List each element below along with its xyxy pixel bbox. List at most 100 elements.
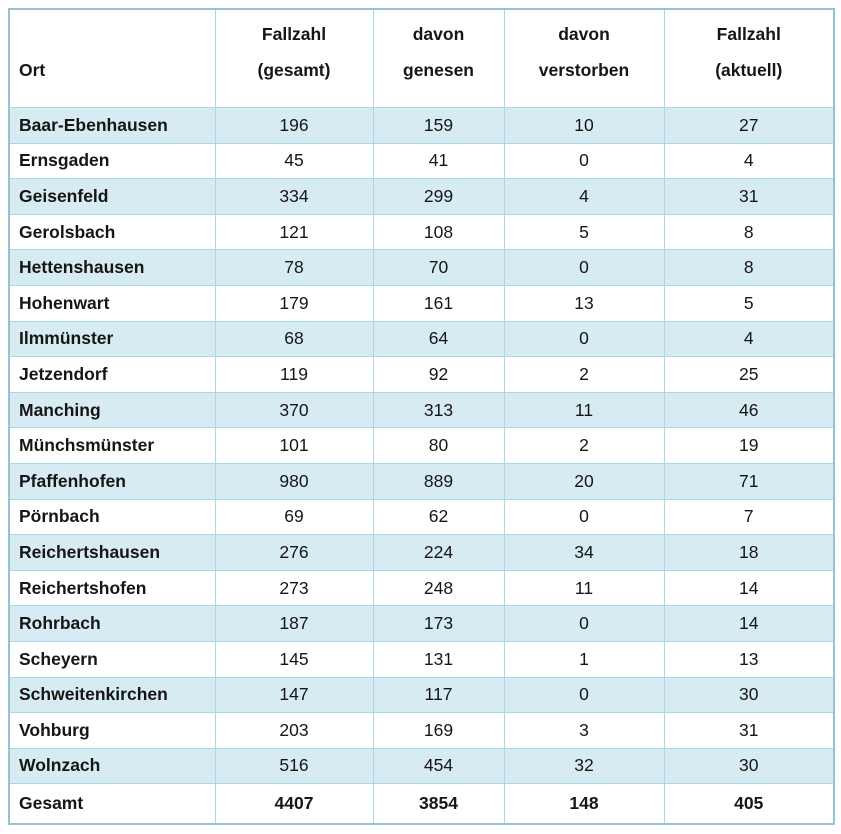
value-cell: 78 [214,249,374,286]
value-cell: 64 [372,320,505,358]
column-header-verstorben: davon verstorben [503,8,665,108]
column-header-line2: (aktuell) [715,60,783,80]
value-cell: 31 [663,712,835,749]
table-row-11: Pörnbach 69 62 0 7 [8,498,835,536]
table-row-4: Hettenshausen 78 70 0 8 [8,249,835,286]
value-cell: 161 [372,284,505,322]
value-cell: 370 [214,391,374,429]
value-cell: 131 [372,640,505,678]
value-cell: 2 [503,427,665,464]
column-header-line1: Fallzahl [261,24,327,44]
ort-cell: Pörnbach [8,498,216,536]
table-row-0: Baar-Ebenhausen 196 159 10 27 [8,107,835,144]
table-header: Ort Fallzahl (gesamt) davon genesen davon vers… [8,8,835,108]
value-cell: 224 [372,534,505,571]
column-header-line1: davon [412,24,465,44]
value-cell: 71 [663,462,835,500]
value-cell: 32 [503,747,665,785]
ort-cell: Baar-Ebenhausen [8,107,216,144]
value-cell: 313 [372,391,505,429]
value-cell: 25 [663,356,835,393]
value-cell: 62 [372,498,505,536]
value-cell: 4407 [214,783,374,825]
value-cell: 4 [663,320,835,358]
ort-cell: Gesamt [8,783,216,825]
ort-cell: Scheyern [8,640,216,678]
column-header-ort: Ort [8,8,216,108]
value-cell: 20 [503,462,665,500]
value-cell: 27 [663,107,835,144]
value-cell: 0 [503,249,665,286]
value-cell: 108 [372,213,505,251]
value-cell: 3 [503,712,665,749]
table-row-8: Manching 370 313 11 46 [8,391,835,429]
ort-cell: Jetzendorf [8,356,216,393]
value-cell: 18 [663,534,835,571]
value-cell: 2 [503,356,665,393]
table-row-17: Vohburg 203 169 3 31 [8,712,835,749]
value-cell: 516 [214,747,374,785]
column-header-line1: Fallzahl [716,24,781,44]
table-header-row: Ort Fallzahl (gesamt) davon genesen davon vers… [8,8,835,108]
value-cell: 0 [503,498,665,536]
value-cell: 4 [503,178,665,215]
value-cell: 5 [663,284,835,322]
value-cell: 276 [214,534,374,571]
column-header-line1 [19,16,214,52]
value-cell: 1 [503,640,665,678]
value-cell: 179 [214,284,374,322]
value-cell: 45 [214,142,374,180]
value-cell: 34 [503,534,665,571]
ort-cell: Reichertshofen [8,569,216,607]
value-cell: 10 [503,107,665,144]
value-cell: 31 [663,178,835,215]
value-cell: 101 [214,427,374,464]
table-row-10: Pfaffenhofen 980 889 20 71 [8,462,835,500]
value-cell: 30 [663,676,835,714]
value-cell: 119 [214,356,374,393]
ort-cell: Pfaffenhofen [8,462,216,500]
ort-cell: Ernsgaden [8,142,216,180]
table-row-1: Ernsgaden 45 41 0 4 [8,142,835,180]
column-header-line2: Ort [19,60,46,80]
ort-cell: Ilmmünster [8,320,216,358]
value-cell: 334 [214,178,374,215]
value-cell: 273 [214,569,374,607]
value-cell: 41 [372,142,505,180]
ort-cell: Wolnzach [8,747,216,785]
value-cell: 248 [372,569,505,607]
value-cell: 196 [214,107,374,144]
value-cell: 14 [663,605,835,642]
ort-cell: Manching [8,391,216,429]
value-cell: 68 [214,320,374,358]
value-cell: 173 [372,605,505,642]
column-header-aktuell: Fallzahl (aktuell) [663,8,835,108]
value-cell: 121 [214,213,374,251]
value-cell: 11 [503,391,665,429]
value-cell: 0 [503,676,665,714]
ort-cell: Hettenshausen [8,249,216,286]
table-row-3: Gerolsbach 121 108 5 8 [8,213,835,251]
column-header-genesen: davon genesen [372,8,505,108]
value-cell: 3854 [372,783,505,825]
value-cell: 13 [663,640,835,678]
table-row-7: Jetzendorf 119 92 2 25 [8,356,835,393]
value-cell: 70 [372,249,505,286]
value-cell: 0 [503,142,665,180]
covid-cases-table: Ort Fallzahl (gesamt) davon genesen davon vers… [8,8,835,826]
column-header-line1: davon [558,24,610,44]
ort-cell: Rohrbach [8,605,216,642]
value-cell: 187 [214,605,374,642]
table-row-13: Reichertshofen 273 248 11 14 [8,569,835,607]
value-cell: 889 [372,462,505,500]
value-cell: 69 [214,498,374,536]
value-cell: 145 [214,640,374,678]
ort-cell: Schweitenkirchen [8,676,216,714]
column-header-line2: genesen [403,60,474,80]
ort-cell: Reichertshausen [8,534,216,571]
table-row-5: Hohenwart 179 161 13 5 [8,284,835,322]
column-header-line2: verstorben [538,60,630,80]
value-cell: 13 [503,284,665,322]
value-cell: 4 [663,142,835,180]
